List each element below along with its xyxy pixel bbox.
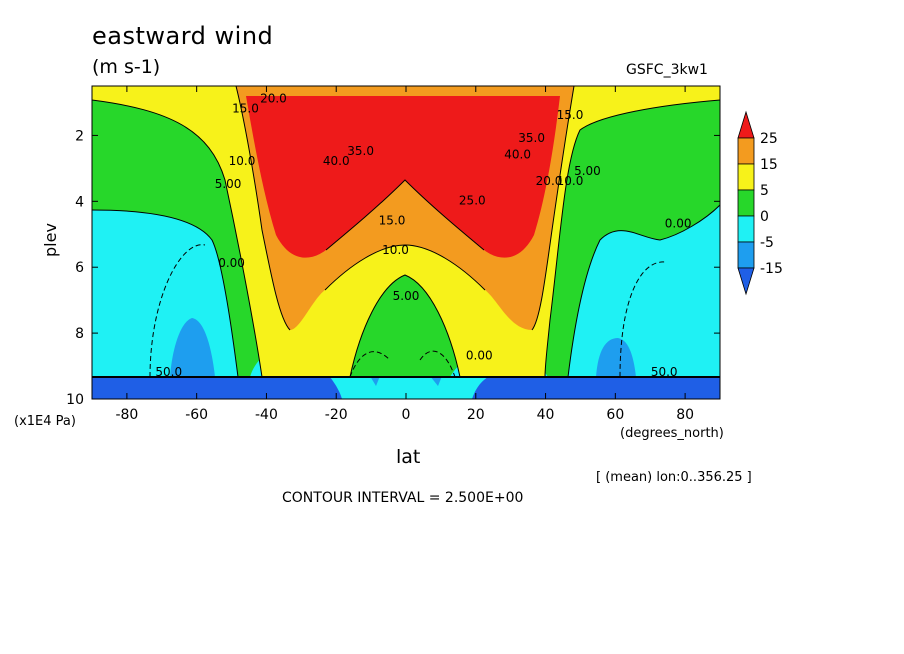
contour-lines [92,86,720,378]
colorbar-labels: 25 15 5 0 -5 -15 [760,131,783,277]
tick-labels: -80 -60 -40 -20 0 20 40 60 80 2 4 6 8 10 [66,128,694,423]
x-axis-label: lat [396,446,421,468]
mean-note: [ (mean) lon:0..356.25 ] [596,470,752,485]
contour-fill [92,86,720,399]
chart-units: (m s-1) [92,56,161,78]
model-name: GSFC_3kw1 [626,62,708,78]
colorbar-segment [737,163,755,191]
axis-ticks [92,86,720,400]
contour-label: 15.0 [557,108,584,122]
contour-label: 5.00 [393,289,420,303]
contour-label: 10.0 [382,243,409,257]
contour-label: 50.0 [651,365,678,379]
colorbar-label: 15 [760,157,778,173]
colorbar-label: 0 [760,209,769,225]
colorbar-label: -5 [760,235,774,251]
contour-labels: 20.015.010.05.000.0040.035.015.010.05.00… [155,91,691,378]
y-scale-label: (x1E4 Pa) [14,414,76,429]
y-tick-label: 2 [75,128,84,144]
colorbar-segment [737,189,755,217]
contour-label: 20.0 [536,174,563,188]
x-tick-label: -20 [325,407,348,423]
colorbar-segment [737,215,755,243]
contour-label: 0.00 [665,217,692,231]
contour-label: 10.0 [557,174,584,188]
contour-label: 50.0 [155,365,182,379]
colorbar-segment [737,110,755,139]
band-red [246,96,560,258]
x-units-label: (degrees_north) [620,426,724,441]
colorbar-label: 5 [760,183,769,199]
y-tick-label: 10 [66,392,84,408]
band-pocket-mid1 [370,376,380,386]
x-tick-label: 60 [606,407,624,423]
colorbar-segment [737,267,755,296]
band-pocket-right [596,338,636,377]
colorbar-label: -15 [760,261,783,277]
y-tick-label: 6 [75,260,84,276]
x-tick-label: 80 [676,407,694,423]
band-bottom-blue [92,377,342,399]
contour-label: 40.0 [323,154,350,168]
colorbar-segment [737,241,755,269]
contour-interval: CONTOUR INTERVAL = 2.500E+00 [282,490,524,506]
x-tick-label: -40 [255,407,278,423]
contour-label: 0.00 [466,348,493,362]
x-tick-label: -60 [185,407,208,423]
y-axis-label: plev [41,223,60,257]
x-tick-label: -80 [115,407,138,423]
contour-label: 25.0 [459,194,486,208]
colorbar-label: 25 [760,131,778,147]
y-tick-label: 4 [75,194,84,210]
chart-title: eastward wind [92,22,274,50]
band-pocket-mid2 [430,376,442,386]
contour-label: 15.0 [379,213,406,227]
contour-label: 40.0 [504,147,531,161]
band-pocket-left [170,318,215,377]
contour-label: 35.0 [518,131,545,145]
x-tick-label: 0 [402,407,411,423]
contour-label: 10.0 [229,154,256,168]
contour-label: 15.0 [232,101,259,115]
colorbar [737,110,755,296]
band-bottom-blue-right [472,377,720,399]
contour-label: 5.00 [215,177,242,191]
x-tick-label: 20 [467,407,485,423]
colorbar-segment [737,137,755,165]
contour-label: 5.00 [574,164,601,178]
contour-label: 35.0 [347,144,374,158]
contour-label: 0.00 [218,256,245,270]
x-tick-label: 40 [537,407,555,423]
contour-label: 20.0 [260,91,287,105]
y-tick-label: 8 [75,326,84,342]
negative-contours [149,244,666,378]
